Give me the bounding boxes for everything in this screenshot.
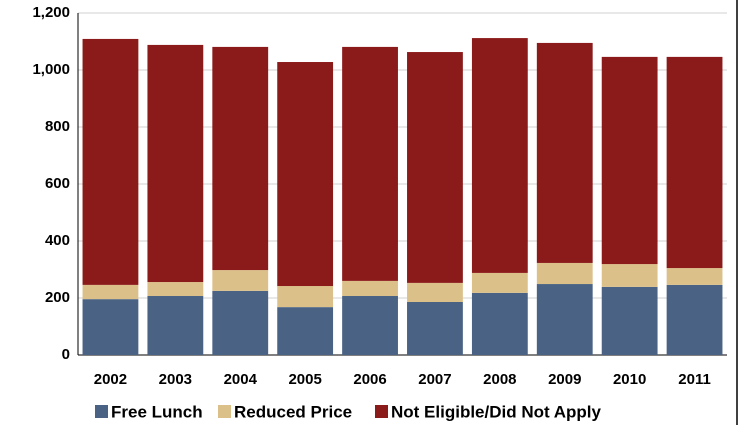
bar-segment: [82, 38, 139, 285]
x-tick-label: 2009: [548, 371, 581, 388]
y-tick-label: 400: [45, 232, 70, 249]
y-tick-label: 800: [45, 118, 70, 135]
bar-segment: [471, 38, 528, 273]
bar-segment: [666, 284, 723, 355]
y-tick-label: 1,000: [32, 61, 70, 78]
bar-segment: [147, 282, 204, 297]
y-tick-label: 1,200: [32, 4, 70, 21]
bar-segment: [147, 44, 204, 283]
legend-label: Free Lunch: [111, 402, 203, 421]
bar-segment: [212, 290, 269, 355]
bar-segment: [212, 46, 269, 271]
bar-segment: [601, 264, 658, 287]
bar-segment: [277, 62, 334, 287]
x-tick-label: 2002: [94, 371, 127, 388]
bar-segment: [407, 301, 463, 355]
bars: [82, 38, 723, 355]
bar-segment: [471, 272, 528, 293]
x-tick-label: 2005: [288, 371, 321, 388]
bar-segment: [147, 296, 204, 355]
legend: Free Lunch Reduced Price Not Eligible/Did …: [95, 402, 602, 421]
bar-segment: [342, 280, 398, 297]
legend-swatch: [95, 405, 108, 418]
bar-segment: [666, 56, 723, 269]
legend-swatch: [218, 405, 231, 418]
bar-segment: [277, 286, 334, 308]
bar-segment: [666, 268, 723, 285]
bar-segment: [82, 284, 139, 300]
bar-segment: [407, 52, 463, 283]
bar-segment: [342, 46, 398, 281]
x-tick-label: 2006: [353, 371, 386, 388]
bar-segment: [601, 56, 658, 265]
bar-segment: [407, 282, 463, 302]
bar-segment: [536, 284, 593, 355]
legend-swatch: [375, 405, 388, 418]
bar-segment: [536, 42, 593, 263]
bar-segment: [601, 286, 658, 355]
bar-segment: [342, 296, 398, 355]
bar-segment: [212, 270, 269, 291]
x-tick-label: 2011: [678, 371, 711, 388]
y-tick-label: 200: [45, 289, 70, 306]
x-tick-label: 2004: [224, 371, 258, 388]
x-tick-label: 2007: [418, 371, 451, 388]
x-tick-label: 2010: [613, 371, 646, 388]
y-tick-label: 0: [62, 346, 70, 363]
y-tick-label: 600: [45, 175, 70, 192]
legend-label: Reduced Price: [234, 402, 352, 421]
x-tick-label: 2008: [483, 371, 516, 388]
bar-segment: [277, 307, 334, 355]
bar-segment: [536, 262, 593, 285]
bar-segment: [471, 292, 528, 355]
legend-label: Not Eligible/Did Not Apply: [391, 402, 602, 421]
bar-segment: [82, 299, 139, 355]
x-tick-label: 2003: [159, 371, 192, 388]
labels: 0 200 400 600 800 1,000 1,200 2002 2003 2004 2005 2…: [32, 4, 710, 388]
